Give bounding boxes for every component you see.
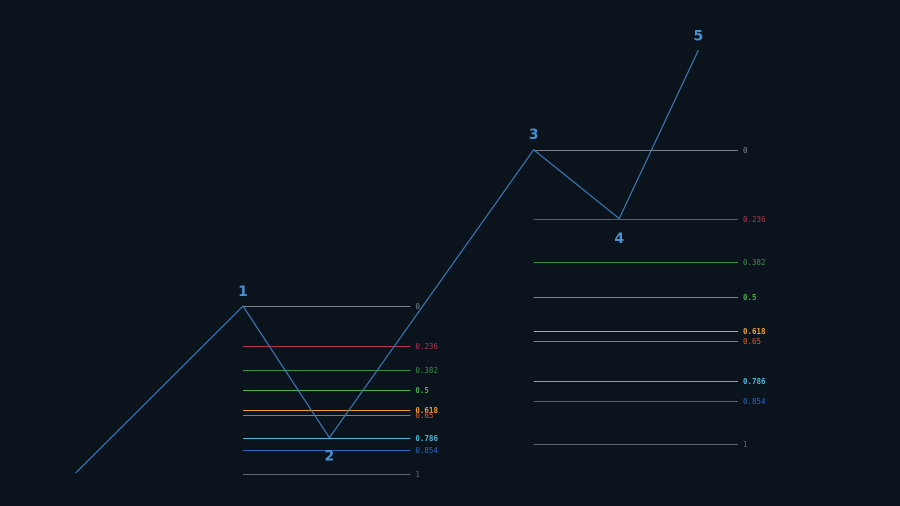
wave-label-layer: 1 2 3 4 5 bbox=[238, 28, 703, 464]
fib-level-label: 0.5 bbox=[743, 293, 757, 302]
fib-level-label: 0.5 bbox=[415, 386, 429, 395]
fib-level-label: 0.854 bbox=[743, 397, 766, 406]
fib-level-label: 0.65 bbox=[415, 411, 433, 420]
wave-label-5: 5 bbox=[694, 28, 704, 44]
fib-level-label: 0.65 bbox=[743, 337, 761, 346]
fib-level-label: 0 bbox=[415, 302, 420, 311]
fib-level-label: 0.618 bbox=[415, 406, 438, 415]
fib-level-label: 0.786 bbox=[743, 377, 766, 386]
wave-label-4: 4 bbox=[614, 231, 624, 247]
fibonacci-retracement-layer: 00.2360.3820.50.6180.650.7860.854100.236… bbox=[243, 146, 766, 479]
fib-level-label: 0.786 bbox=[415, 434, 438, 443]
wave-series-line bbox=[75, 49, 699, 474]
fib-level-label: 1 bbox=[743, 440, 748, 449]
wave-label-1: 1 bbox=[238, 284, 248, 300]
fib-level-label: 0.382 bbox=[415, 366, 438, 375]
fib-level-label: 0.854 bbox=[415, 446, 438, 455]
fib-level-label: 0.236 bbox=[415, 342, 438, 351]
fib-level-label: 0 bbox=[743, 146, 748, 155]
fib-level-label: 0.618 bbox=[743, 327, 766, 336]
wave-label-3: 3 bbox=[529, 127, 539, 143]
fib-level-label: 0.382 bbox=[743, 258, 766, 267]
wave-line-layer bbox=[75, 49, 699, 474]
wave-label-2: 2 bbox=[325, 448, 335, 464]
fib-level-label: 1 bbox=[415, 470, 420, 479]
fib-level-label: 0.236 bbox=[743, 215, 766, 224]
